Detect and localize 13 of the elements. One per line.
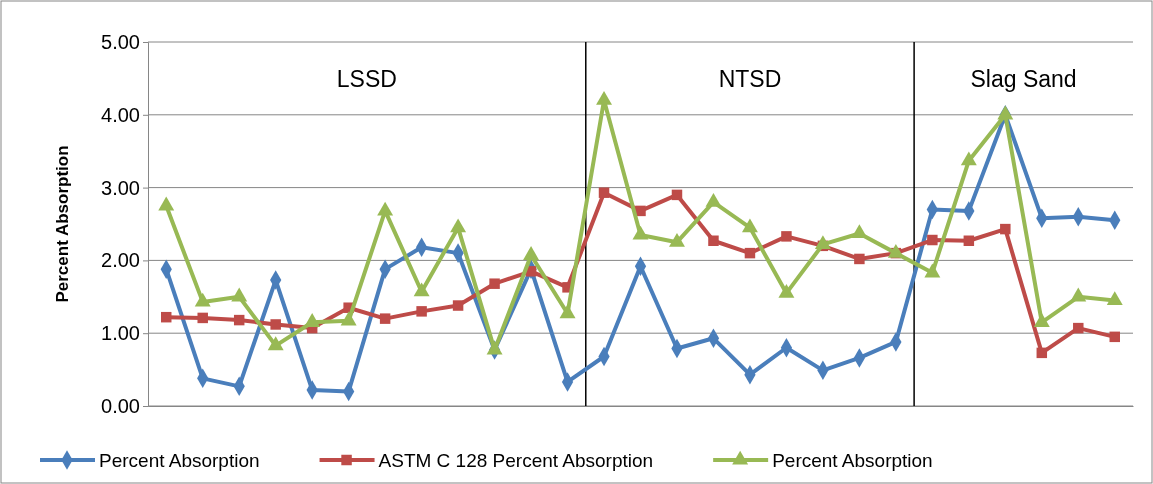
legend-label: Percent Absorption xyxy=(772,450,933,471)
annotation: NTSD xyxy=(718,66,782,92)
y-tick-label: 5.00 xyxy=(101,30,140,53)
y-axis-title: Percent Absorption xyxy=(53,145,72,303)
y-tick-label: 0.00 xyxy=(101,394,140,417)
y-tick-label: 3.00 xyxy=(101,176,140,199)
y-tick-label: 2.00 xyxy=(101,249,140,272)
legend-label: ASTM C 128 Percent Absorption xyxy=(378,450,654,471)
annotation: LSSD xyxy=(336,66,397,92)
legend-label: Percent Absorption xyxy=(99,450,260,471)
y-tick-label: 1.00 xyxy=(101,322,140,345)
annotation: Slag Sand xyxy=(970,66,1077,92)
y-tick-label: 4.00 xyxy=(101,103,140,126)
